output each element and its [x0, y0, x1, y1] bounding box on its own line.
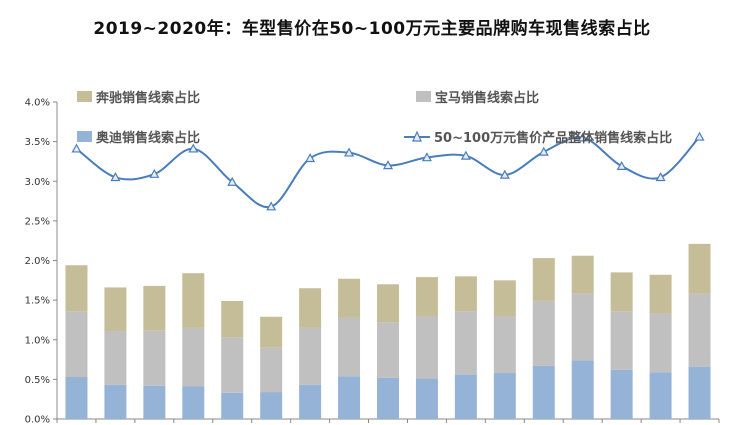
- audi-bar: [649, 372, 672, 419]
- legend-item-bmw: 宝马销售线索占比: [416, 87, 539, 106]
- benz-bar: [338, 278, 361, 318]
- audi-bar: [571, 360, 594, 419]
- bmw-bar: [338, 317, 361, 377]
- bars: [65, 243, 711, 419]
- trend-point-marker: [305, 153, 316, 163]
- bmw-bar: [377, 322, 399, 378]
- bmw-bar: [649, 313, 672, 373]
- bmw-bar: [221, 337, 244, 393]
- benz-bar: [688, 243, 711, 294]
- y-tick-label: 4.0%: [25, 98, 50, 109]
- bmw-bar: [610, 311, 633, 370]
- benz-bar: [571, 255, 594, 294]
- benz-bar: [377, 284, 399, 323]
- y-tick-label: 2.5%: [25, 216, 50, 227]
- audi-bar: [143, 385, 166, 419]
- trend-point-marker: [616, 160, 627, 170]
- trend-point-marker: [382, 160, 394, 170]
- benz-bar: [493, 280, 516, 316]
- trend-point-marker: [266, 201, 277, 211]
- legend-item-audi: 奥迪销售线索占比: [77, 127, 200, 146]
- legend-item-overall: 50~100万元售价产品整体销售线索占比: [404, 127, 672, 146]
- trend-point-marker: [344, 147, 355, 157]
- legend-item-benz: 奔驰销售线索占比: [77, 87, 200, 106]
- y-tick-label: 1.5%: [25, 296, 50, 307]
- benz-bar: [649, 274, 672, 314]
- bmw-bar: [688, 293, 711, 367]
- y-tick-label: 3.0%: [25, 177, 50, 188]
- benz-bar: [65, 265, 88, 312]
- audi-bar: [104, 384, 127, 419]
- y-tick-label: 3.5%: [25, 137, 50, 148]
- benz-bar: [454, 276, 477, 312]
- bmw-bar: [571, 293, 594, 361]
- audi-bar: [65, 376, 88, 419]
- bmw-bar: [260, 347, 283, 393]
- audi-bar: [688, 366, 711, 419]
- y-tick-label: 0.0%: [25, 415, 50, 425]
- bmw-bar: [415, 315, 438, 379]
- trend-point-marker: [499, 169, 510, 179]
- benz-bar: [415, 277, 438, 316]
- audi-bar: [493, 373, 516, 419]
- trend-point-marker: [110, 172, 121, 182]
- audi-bar: [338, 376, 361, 419]
- bmw-bar: [182, 327, 205, 387]
- legend-label: 宝马销售线索占比: [435, 91, 540, 106]
- trend-point-marker: [149, 168, 160, 178]
- benz-bar: [299, 288, 322, 328]
- benz-bar: [104, 287, 127, 332]
- y-tick-label: 0.5%: [25, 375, 50, 386]
- audi-bar: [299, 384, 322, 419]
- bmw-bar: [104, 331, 127, 385]
- audi-bar: [182, 386, 205, 419]
- trend-point-marker: [421, 152, 432, 162]
- audi-bar: [260, 392, 283, 419]
- trend-line: [71, 131, 705, 211]
- trend-point-marker: [538, 146, 549, 156]
- chart-title: 2019~2020年：车型售价在50~100万元主要品牌购车现售线索占比: [93, 19, 651, 39]
- benz-bar: [221, 300, 244, 338]
- legend-swatch: [77, 131, 92, 142]
- legend-swatch: [416, 91, 431, 102]
- legend-label: 奔驰销售线索占比: [96, 91, 201, 106]
- legend-swatch: [77, 91, 92, 102]
- trend-point-marker: [694, 131, 705, 141]
- trend-line-path: [75, 136, 701, 209]
- trend-point-marker: [577, 132, 588, 142]
- bmw-bar: [299, 327, 322, 385]
- bmw-bar: [454, 311, 477, 375]
- bmw-bar: [65, 311, 88, 377]
- y-tick-label: 2.0%: [25, 256, 50, 267]
- audi-bar: [610, 369, 633, 419]
- bmw-bar: [493, 315, 516, 374]
- trend-point-marker: [655, 172, 666, 182]
- legend-line-symbol: [404, 130, 430, 142]
- trend-point-marker: [460, 150, 471, 160]
- trend-point-marker: [71, 143, 82, 153]
- bmw-bar: [532, 300, 555, 366]
- y-tick-label: 1.0%: [25, 335, 50, 346]
- benz-bar: [182, 273, 205, 328]
- benz-bar: [532, 258, 555, 301]
- benz-bar: [610, 272, 633, 312]
- audi-bar: [221, 392, 244, 419]
- bmw-bar: [143, 330, 166, 386]
- legend-label: 奥迪销售线索占比: [96, 131, 201, 146]
- trend-point-marker: [227, 176, 238, 186]
- benz-bar: [260, 316, 283, 348]
- legend-label: 50~100万元售价产品整体销售线索占比: [434, 131, 673, 146]
- audi-bar: [454, 374, 477, 419]
- audi-bar: [532, 365, 555, 419]
- audi-bar: [415, 378, 438, 419]
- audi-bar: [377, 377, 399, 419]
- benz-bar: [143, 285, 166, 331]
- trend-point-marker: [188, 143, 199, 153]
